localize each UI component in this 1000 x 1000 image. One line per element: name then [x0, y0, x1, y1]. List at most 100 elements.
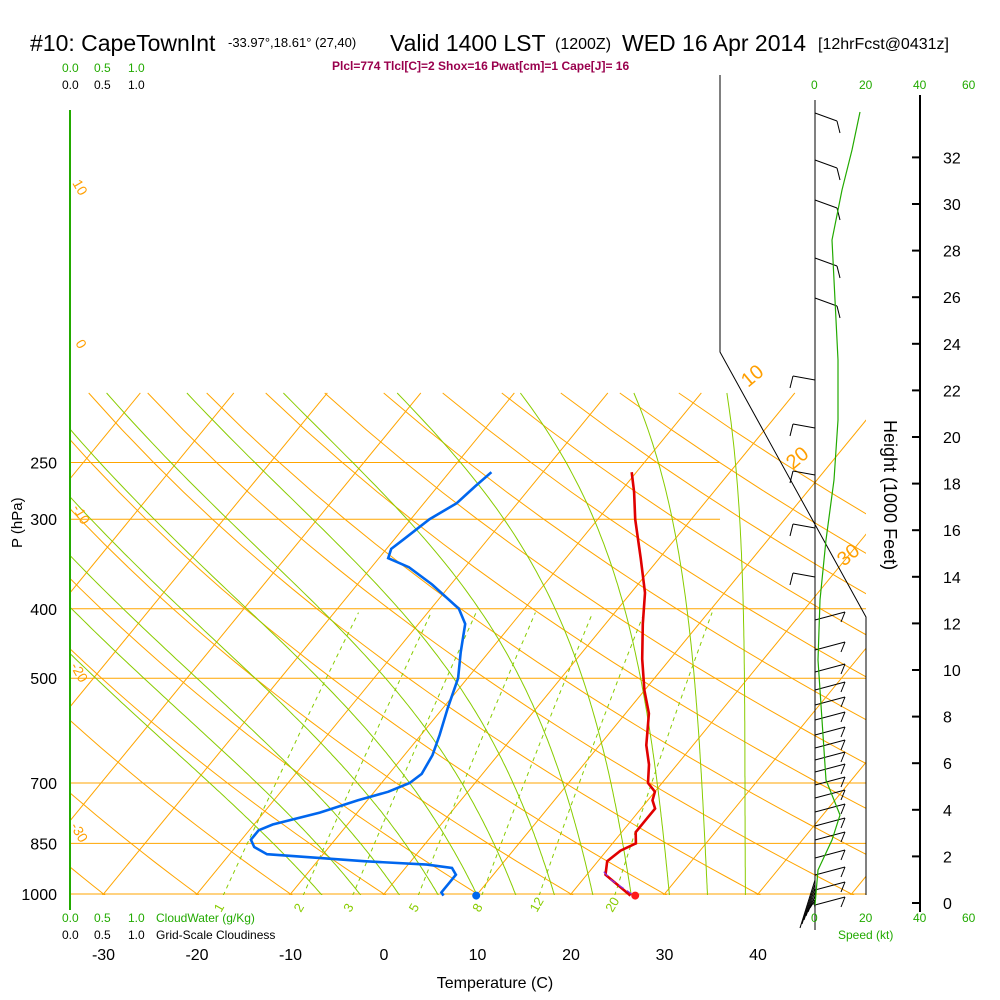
- wind-barb-feather: [840, 726, 846, 738]
- height-tick-label: 30: [943, 197, 961, 214]
- wind-barb: [803, 887, 816, 921]
- moist-adiabat: [70, 428, 478, 895]
- isotherm-label: 0: [72, 337, 90, 352]
- speed-label: Speed (kt): [838, 928, 893, 942]
- height-tick-label: 10: [943, 663, 961, 680]
- wind-barb: [792, 423, 816, 429]
- height-tick-label: 8: [943, 710, 952, 727]
- isotherm: [569, 533, 866, 895]
- wind-barb-feather: [840, 696, 846, 708]
- wind-speed-profile: [814, 111, 861, 906]
- wind-barb: [814, 776, 846, 786]
- svg-text:0.5: 0.5: [94, 61, 111, 75]
- wind-barb: [792, 572, 816, 578]
- svg-text:0.5: 0.5: [94, 928, 111, 942]
- wind-barb: [801, 883, 816, 925]
- dewpoint-profile: [249, 471, 493, 897]
- cloudwater-scale-top: 0.0 0.5 1.0 0.0 0.5 1.0: [62, 61, 145, 92]
- height-tick-label: 14: [943, 570, 961, 587]
- wind-barb: [814, 726, 846, 736]
- wind-barb-feather: [840, 763, 846, 775]
- wind-barb-feather: [789, 470, 794, 484]
- dry-adiabat: [70, 866, 106, 895]
- moist-adiabat: [186, 392, 555, 895]
- height-tick-label: 4: [943, 803, 952, 820]
- wind-barb-feather: [840, 611, 846, 623]
- wind-barb: [814, 789, 846, 799]
- cloudwater-label: CloudWater (g/Kg): [156, 911, 255, 925]
- dry-adiabat: [324, 392, 866, 765]
- temperature-tick-label: -20: [185, 947, 208, 964]
- mixing-ratio-label: 2: [291, 901, 308, 915]
- dry-adiabat: [88, 392, 761, 895]
- moist-adiabat: [106, 392, 517, 895]
- thermo-grid: [70, 392, 866, 895]
- isotherm: [70, 392, 422, 822]
- wind-barb-feather: [840, 711, 846, 723]
- temperature-tick-label: -30: [92, 947, 115, 964]
- svg-text:1.0: 1.0: [128, 928, 145, 942]
- wind-barb-feather: [840, 663, 846, 675]
- wind-barb-feather: [840, 831, 846, 843]
- wind-barb-feather: [840, 776, 846, 788]
- isotherm: [70, 392, 235, 594]
- valid-time: Valid 1400 LST: [390, 30, 546, 56]
- pressure-tick-label: 500: [30, 671, 57, 688]
- wind-barb: [792, 375, 816, 381]
- speed-scale-bottom: 0 20 40 60 Speed (kt): [811, 911, 976, 942]
- wind-barb: [814, 831, 846, 841]
- dry-adiabat: [383, 392, 866, 721]
- dry-adiabat: [265, 392, 866, 809]
- temperature-axis-title: Temperature (C): [437, 975, 553, 992]
- wind-barb-feather: [840, 641, 846, 653]
- wind-barb-feather: [836, 120, 841, 134]
- wind-barb-feather: [789, 572, 794, 586]
- svg-text:0.5: 0.5: [94, 78, 111, 92]
- dry-adiabat: [70, 438, 668, 895]
- mixing-ratio-line: [538, 612, 645, 895]
- wind-barb-feather: [836, 265, 841, 279]
- temperature-tick-label: 20: [562, 947, 580, 964]
- isotherm: [195, 392, 609, 895]
- mixing-ratio-line: [417, 612, 536, 895]
- svg-text:0.0: 0.0: [62, 78, 79, 92]
- svg-text:1.0: 1.0: [128, 911, 145, 925]
- isotherm-label: -30: [67, 820, 91, 846]
- dry-adiabat: [560, 392, 866, 595]
- height-tick-label: 20: [943, 430, 961, 447]
- mixing-ratio-lines: [222, 612, 713, 895]
- temperature-profile: [604, 472, 657, 897]
- wind-barb: [792, 470, 816, 476]
- wind-barb: [814, 711, 846, 721]
- wind-barb: [814, 611, 846, 621]
- svg-text:1.0: 1.0: [128, 61, 145, 75]
- wind-barb: [814, 866, 846, 876]
- wind-barb: [814, 641, 846, 651]
- wind-barb: [799, 879, 816, 929]
- temperature-tick-label: 40: [749, 947, 767, 964]
- pressure-axis-title: P (hPa): [9, 497, 26, 548]
- wind-barb-feather: [836, 167, 841, 181]
- svg-text:0.5: 0.5: [94, 911, 111, 925]
- mixing-ratio-label: 20: [602, 894, 622, 914]
- wind-barb-feather: [789, 375, 794, 389]
- wind-barb-feather: [840, 803, 846, 815]
- dry-adiabat: [678, 392, 866, 515]
- pressure-tick-label: 1000: [21, 887, 57, 904]
- isotherm-label: -20: [67, 660, 91, 686]
- wind-barb: [805, 891, 816, 917]
- surface-temperature-marker: [631, 891, 640, 900]
- wind-barb: [814, 739, 846, 749]
- mixing-ratio-label: 3: [340, 901, 357, 915]
- wind-barb: [814, 763, 846, 773]
- wind-barb: [814, 896, 846, 906]
- svg-text:0.0: 0.0: [62, 911, 79, 925]
- mixing-ratio-line: [352, 612, 477, 895]
- wind-barb-feather: [840, 789, 846, 801]
- mixing-ratio-line: [222, 612, 359, 895]
- mixing-ratio-label: 12: [527, 894, 547, 914]
- moist-adiabat: [519, 392, 670, 895]
- wind-barb-feather: [840, 751, 846, 763]
